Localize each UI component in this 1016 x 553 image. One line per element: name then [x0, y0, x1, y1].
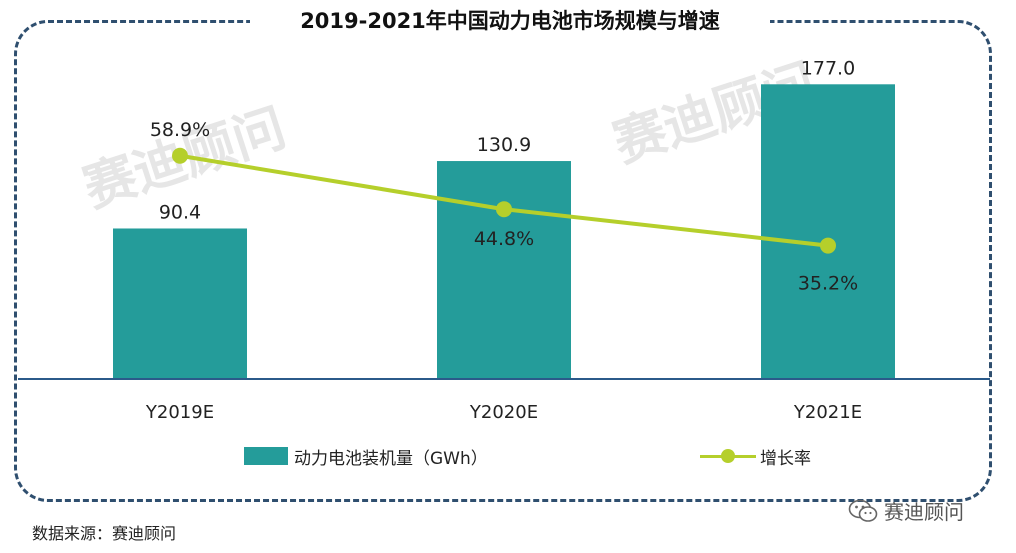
legend-item-line: 增长率 — [700, 444, 811, 469]
bar-series — [113, 84, 895, 380]
x-tick-label: Y2019E — [145, 402, 214, 423]
legend-label-bar: 动力电池装机量（GWh） — [294, 448, 488, 469]
growth-value-label: 35.2% — [798, 273, 858, 295]
brand-label: 赛迪顾问 — [884, 500, 964, 524]
bar-Y2021E — [761, 84, 895, 380]
legend-label-line: 增长率 — [760, 448, 811, 469]
legend-swatch-line — [700, 446, 756, 466]
source-note: 数据来源：赛迪顾问 — [32, 524, 177, 543]
x-tick-label: Y2021E — [793, 402, 862, 423]
growth-value-label: 44.8% — [474, 228, 534, 250]
bar-Y2020E — [437, 161, 571, 379]
bar-Y2019E — [113, 228, 247, 379]
bar-value-label: 130.9 — [477, 134, 531, 156]
legend-swatch-bar — [244, 447, 288, 465]
growth-point-Y2021E — [820, 237, 836, 254]
growth-value-label: 58.9% — [150, 119, 210, 141]
bar-value-label: 90.4 — [159, 201, 201, 223]
x-tick-labels: Y2019E Y2020E Y2021E — [145, 402, 862, 423]
x-tick-label: Y2020E — [469, 402, 538, 423]
growth-line-series — [172, 147, 836, 254]
data-labels: 90.4 130.9 177.0 58.9% 44.8% 35.2% — [150, 57, 858, 294]
brand-watermark: 赛迪顾问 — [848, 496, 964, 525]
legend-item-bar: 动力电池装机量（GWh） — [244, 444, 488, 469]
chart-title: 2019-2021年中国动力电池市场规模与增速 — [250, 4, 770, 38]
bar-value-label: 177.0 — [801, 57, 855, 79]
growth-point-Y2019E — [172, 147, 188, 164]
growth-point-Y2020E — [496, 201, 512, 218]
wechat-icon — [848, 499, 878, 522]
